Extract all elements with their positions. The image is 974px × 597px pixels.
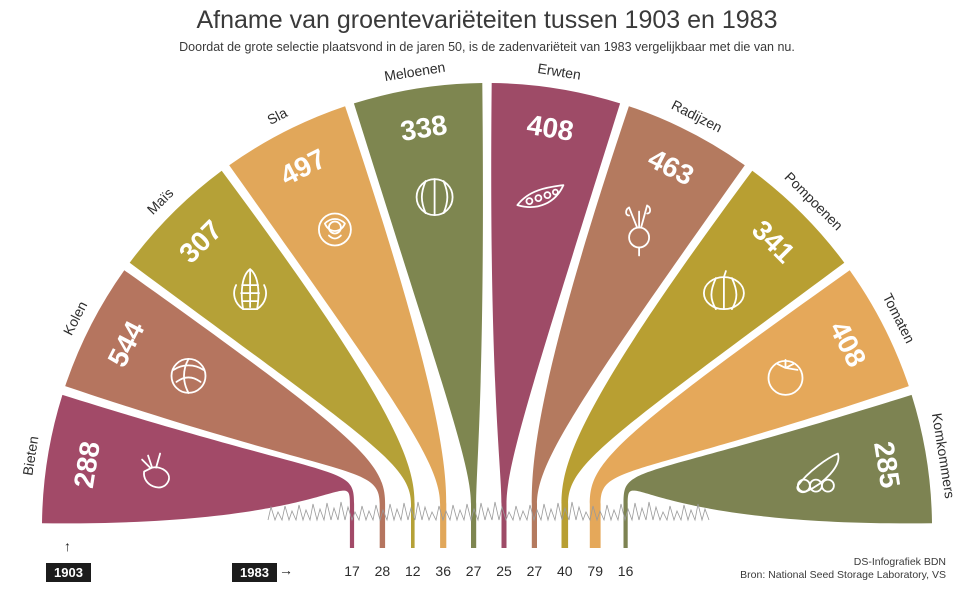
wedge-kolen bbox=[65, 270, 386, 548]
credit-line-1: DS-Infografiek BDN bbox=[853, 556, 946, 568]
wedge-sla bbox=[229, 106, 447, 548]
pea-pod-icon bbox=[516, 184, 565, 208]
legend-1983-box: 1983 bbox=[232, 563, 277, 582]
value-1983: 79 bbox=[587, 563, 603, 579]
value-1983: 27 bbox=[466, 563, 482, 579]
credit-block: DS-Infografiek BDN Bron: National Seed S… bbox=[740, 556, 946, 582]
grass-decoration bbox=[267, 501, 710, 522]
value-1983: 40 bbox=[557, 563, 573, 579]
chart-subtitle: Doordat de grote selectie plaatsvond in … bbox=[179, 40, 795, 54]
wedge-radijzen bbox=[531, 106, 745, 548]
category-label: Sla bbox=[264, 104, 289, 128]
icons-layer bbox=[141, 178, 840, 493]
wedges-layer bbox=[42, 83, 932, 548]
wedge-maïs bbox=[129, 170, 415, 548]
category-label: Erwten bbox=[537, 60, 583, 83]
wedge-tomaten bbox=[589, 270, 909, 548]
beet-icon bbox=[141, 452, 170, 489]
lettuce-icon bbox=[317, 212, 352, 247]
cucumber-icon bbox=[796, 452, 840, 493]
value-1983: 27 bbox=[527, 563, 543, 579]
value-1983: 25 bbox=[496, 563, 512, 579]
category-label: Kolen bbox=[60, 299, 91, 338]
tomato-icon bbox=[767, 358, 804, 396]
category-label: Maïs bbox=[144, 185, 177, 218]
value-1903: 408 bbox=[525, 109, 576, 147]
category-label: Meloenen bbox=[383, 59, 446, 84]
legend-1903-box: 1903 bbox=[46, 563, 91, 582]
arrow-right-icon: → bbox=[279, 562, 293, 578]
value-1903: 338 bbox=[398, 109, 449, 147]
pumpkin-icon bbox=[703, 270, 745, 311]
value-1983: 17 bbox=[344, 563, 360, 579]
corn-icon bbox=[233, 268, 267, 311]
melon-icon bbox=[415, 178, 454, 217]
category-label: Bieten bbox=[19, 435, 41, 477]
value-1983: 36 bbox=[435, 563, 451, 579]
wedge-bieten bbox=[42, 394, 355, 548]
chart-title: Afname van groentevariëteiten tussen 190… bbox=[196, 6, 778, 34]
wedge-komkommers bbox=[623, 394, 932, 548]
wedge-pompoenen bbox=[561, 170, 845, 548]
radish-icon bbox=[625, 204, 651, 257]
credit-line-2: Bron: National Seed Storage Laboratory, … bbox=[740, 569, 946, 581]
value-1903: 288 bbox=[68, 439, 106, 490]
cabbage-icon bbox=[170, 357, 207, 394]
category-label: Komkommers bbox=[929, 412, 958, 500]
value-1983: 16 bbox=[618, 563, 634, 579]
value-1983: 12 bbox=[405, 563, 421, 579]
wedge-meloenen bbox=[353, 83, 483, 548]
grass-line bbox=[267, 501, 710, 522]
value-1903: 285 bbox=[868, 439, 906, 490]
value-1983: 28 bbox=[375, 563, 391, 579]
arrow-up-icon: ↑ bbox=[64, 538, 71, 554]
